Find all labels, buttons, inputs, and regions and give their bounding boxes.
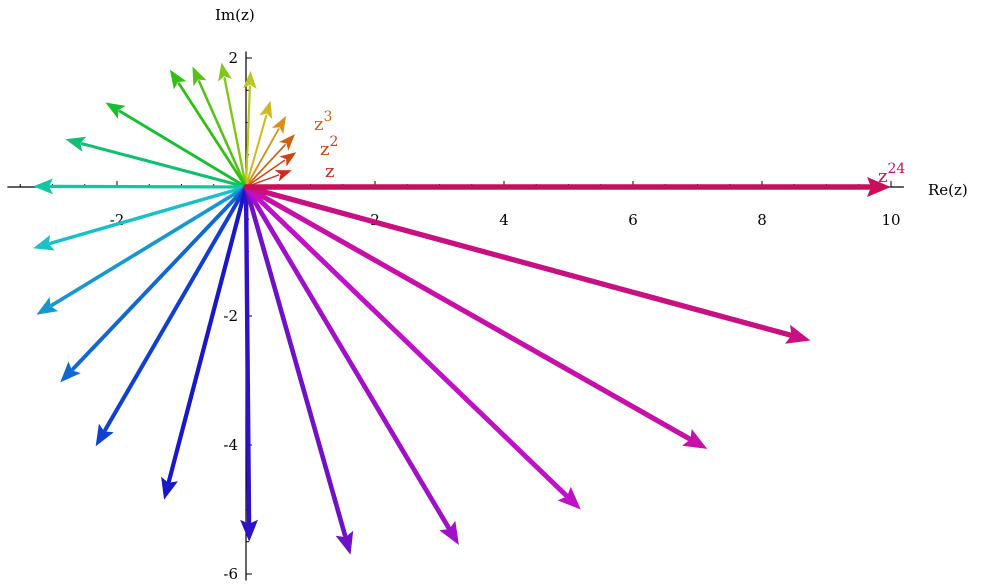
vector-shaft [243, 184, 692, 441]
vector-arrow [243, 184, 811, 344]
vector-head [33, 234, 55, 251]
y-axis-label: Im(z) [215, 6, 255, 24]
vector-head [243, 70, 257, 89]
vector-arrows [33, 62, 891, 555]
vector-label: z [325, 161, 334, 182]
vector-shaft [243, 184, 793, 338]
vector-arrow [218, 62, 248, 189]
vector-head [259, 100, 273, 120]
vector-head [271, 116, 286, 135]
vector-shaft [103, 184, 249, 432]
vector-shaft [50, 185, 248, 307]
vector-label: z2 [320, 134, 338, 160]
vector-head [65, 136, 87, 152]
x-tick-label: 8 [757, 211, 767, 229]
vector-head [95, 423, 114, 447]
vector-shaft [197, 80, 248, 189]
vector-head [274, 170, 292, 182]
vector-shaft [243, 184, 252, 525]
y-tick-label: 2 [228, 49, 238, 67]
axes: -22468102-2-4-6 [7, 49, 904, 583]
vector-arrow [60, 185, 248, 383]
x-tick-label: 10 [881, 211, 900, 229]
vector-head [36, 297, 59, 315]
vector-shaft [243, 184, 569, 498]
x-tick-label: 4 [499, 211, 509, 229]
vector-head [240, 519, 258, 542]
vector-arrow [36, 185, 248, 315]
vector-head [169, 69, 187, 90]
vector-head [335, 530, 354, 555]
y-tick-label: -6 [223, 565, 238, 583]
vector-shaft [243, 184, 348, 538]
vector-arrow [105, 102, 248, 189]
vector-head [192, 66, 207, 87]
vector-arrow [95, 184, 249, 447]
vector-arrow [243, 70, 257, 189]
vector-shaft [245, 144, 286, 188]
vector-arrow [243, 177, 891, 197]
vector-label: z24 [878, 161, 905, 187]
x-axis-label: Re(z) [928, 181, 968, 199]
vector-shaft [245, 159, 286, 188]
vector-shaft [49, 184, 248, 189]
vector-head [161, 476, 178, 500]
vector-arrow [243, 184, 581, 510]
vector-arrow [161, 184, 249, 500]
vector-shaft [243, 184, 451, 530]
vector-shaft [166, 184, 249, 484]
x-tick-label: 6 [628, 211, 638, 229]
vector-arrow [245, 152, 297, 188]
vector-shaft [71, 185, 248, 371]
vector-arrow [244, 100, 273, 189]
vector-head [279, 152, 297, 167]
y-tick-label: -4 [223, 436, 238, 454]
vector-arrow [169, 69, 248, 189]
vector-shaft [244, 85, 252, 189]
vector-arrow [240, 184, 258, 542]
vector-shaft [245, 128, 280, 188]
vector-head [439, 520, 459, 545]
vector-shaft [244, 114, 268, 189]
vector-shaft [118, 109, 248, 189]
y-tick-label: -2 [223, 307, 238, 325]
vector-head [682, 429, 708, 449]
vector-shaft [80, 142, 248, 189]
vector-shaft [48, 185, 248, 245]
vector-arrow [243, 184, 354, 555]
vector-arrow [65, 136, 248, 189]
vector-arrow [192, 66, 248, 189]
vector-arrow [243, 184, 459, 545]
vector-label: z3 [314, 109, 332, 135]
vector-head [218, 62, 232, 82]
vector-head [60, 361, 81, 383]
vector-arrow [245, 116, 286, 188]
vector-arrow [245, 134, 295, 188]
vector-arrow [33, 185, 248, 251]
vector-arrow [243, 184, 708, 449]
vector-shaft [223, 77, 248, 189]
vector-head [557, 486, 581, 510]
vector-head [279, 134, 295, 151]
vector-arrow [33, 178, 248, 195]
vector-shaft [177, 82, 248, 189]
vector-head [33, 178, 53, 195]
vector-head [105, 102, 126, 119]
vector-head [867, 177, 891, 197]
vector-head [785, 324, 811, 344]
